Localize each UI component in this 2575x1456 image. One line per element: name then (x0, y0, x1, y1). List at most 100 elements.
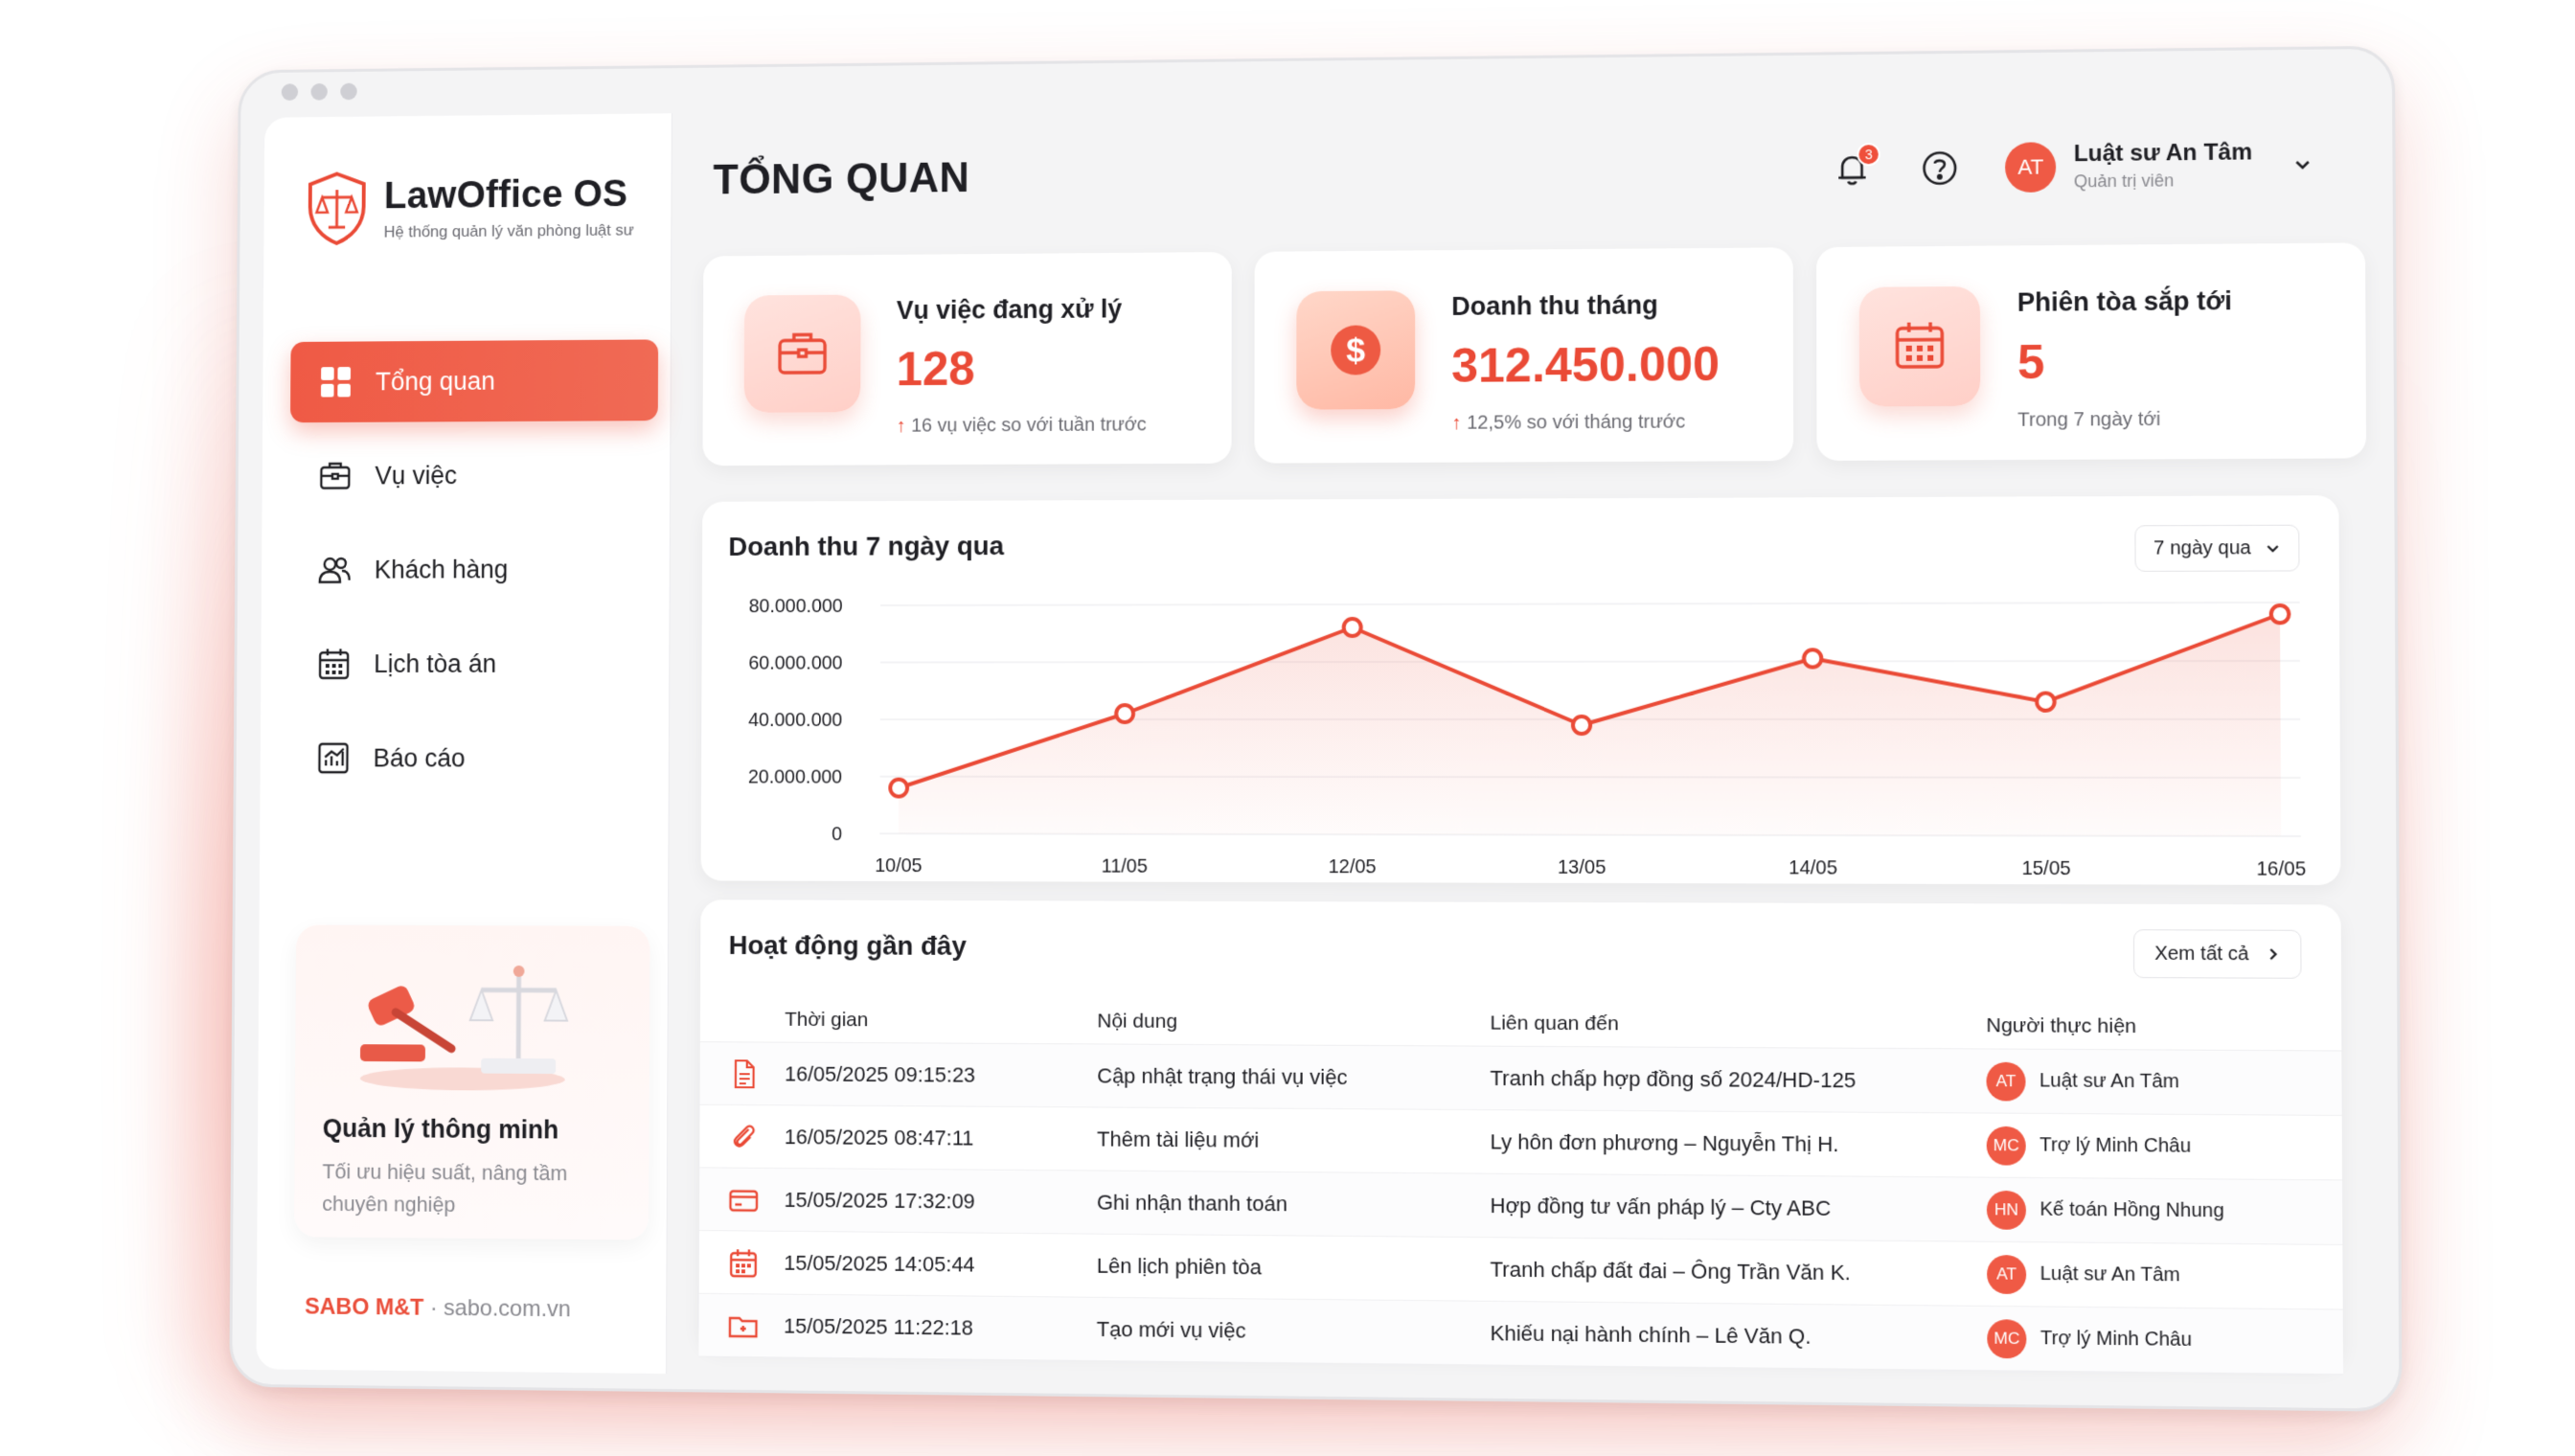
chart-title: Doanh thu 7 ngày qua (728, 531, 1004, 562)
brand[interactable]: LawOffice OS Hệ thống quản lý văn phòng … (307, 169, 634, 246)
avatar: AT (2005, 142, 2056, 193)
promo-card: Quản lý thông minh Tối ưu hiệu suất, nân… (294, 925, 649, 1240)
range-select[interactable]: 7 ngày qua (2134, 525, 2299, 572)
sidebar-item-label: Khách hàng (375, 555, 509, 584)
revenue-point-12/05 (1344, 619, 1361, 636)
chart-gridline (880, 603, 2300, 605)
stat-note-text: Trong 7 ngày tới (2017, 409, 2160, 431)
row-user: AT Luật sư An Tâm (1987, 1254, 2180, 1295)
app-window: LawOffice OS Hệ thống quản lý văn phòng … (229, 46, 2402, 1412)
sidebar-item-bao-cao[interactable]: Báo cáo (287, 717, 656, 799)
promo-description: Tối ưu hiệu suất, nâng tầm chuyên nghiệp (322, 1155, 621, 1222)
x-tick-label: 12/05 (1329, 856, 1377, 877)
stat-card-revenue[interactable]: $ Doanh thu tháng 312.450.000 ↑ 12,5% so … (1254, 247, 1793, 463)
row-related[interactable]: Khiếu nại hành chính – Lê Văn Q. (1491, 1321, 1812, 1350)
stat-note-text: 12,5% so với tháng trước (1467, 411, 1685, 433)
row-user: MC Trợ lý Minh Châu (1987, 1126, 2192, 1166)
column-header-content[interactable]: Nội dung (1097, 1010, 1177, 1033)
notification-badge: 3 (1857, 143, 1880, 166)
column-header-time[interactable]: Thời gian (785, 1009, 868, 1032)
row-content: Ghi nhận thanh toán (1097, 1190, 1288, 1217)
topbar: 3 AT Luật sư An Tâm Quản trị viên (1830, 139, 2313, 194)
revenue-point-11/05 (1116, 705, 1133, 722)
footer-brand[interactable]: SABO M&T · sabo.com.vn (305, 1294, 571, 1324)
row-user-name: Luật sư An Tâm (2040, 1263, 2180, 1287)
stat-value: 5 (2017, 334, 2045, 391)
sidebar-item-lich-toa-an[interactable]: Lịch tòa án (288, 623, 657, 704)
footer-site: sabo.com.vn (444, 1295, 571, 1322)
column-header-user[interactable]: Người thực hiện (1986, 1014, 2136, 1038)
help-button[interactable] (1918, 146, 1963, 191)
user-menu[interactable]: AT Luật sư An Tâm Quản trị viên (2005, 139, 2313, 193)
folder-icon (727, 1308, 760, 1341)
stat-value: 312.450.000 (1451, 336, 1720, 394)
row-content: Thêm tài liệu mới (1097, 1126, 1259, 1152)
row-content: Tạo mới vụ việc (1097, 1316, 1246, 1343)
row-user: HN Kế toán Hồng Nhung (1987, 1190, 2224, 1231)
x-tick-label: 15/05 (2021, 858, 2070, 880)
up-arrow-icon: ↑ (1451, 413, 1461, 434)
y-tick-label: 60.000.000 (748, 652, 842, 673)
user-role: Quản trị viên (2074, 171, 2253, 193)
dollar-icon: $ (1324, 318, 1387, 381)
stat-card-hearings[interactable]: Phiên tòa sắp tới 5 Trong 7 ngày tới (1816, 242, 2366, 461)
row-related[interactable]: Hợp đồng tư vấn pháp lý – Cty ABC (1490, 1193, 1831, 1220)
row-user: AT Luật sư An Tâm (1986, 1061, 2179, 1102)
chart-gridline (880, 661, 2300, 663)
paperclip-icon (728, 1120, 761, 1152)
sidebar-item-tong-quan[interactable]: Tổng quan (290, 339, 658, 422)
brand-tagline: Hệ thống quản lý văn phòng luật sư (384, 220, 634, 241)
sidebar-nav: Tổng quan Vụ việc Khách hàng (287, 339, 658, 812)
chevron-right-icon (2265, 946, 2281, 962)
row-user: MC Trợ lý Minh Châu (1987, 1319, 2192, 1360)
gavel-scales-illustration-icon (341, 953, 584, 1097)
stat-label: Doanh thu tháng (1451, 290, 1658, 322)
row-related[interactable]: Tranh chấp đất đai – Ông Trần Văn K. (1490, 1257, 1850, 1285)
footer-company: SABO M&T (305, 1294, 423, 1321)
chevron-down-icon (2291, 153, 2313, 174)
window-controls (282, 83, 357, 101)
sidebar-item-vu-viec[interactable]: Vụ việc (289, 434, 657, 516)
table-row[interactable]: 16/05/2025 09:15:23 Cập nhật trạng thái … (700, 1042, 2342, 1116)
column-header-related[interactable]: Liên quan đến (1490, 1012, 1618, 1035)
notifications-button[interactable]: 3 (1830, 147, 1875, 192)
row-content: Lên lịch phiên tòa (1097, 1253, 1262, 1280)
users-icon (317, 552, 353, 587)
row-content: Cập nhật trạng thái vụ việc (1097, 1063, 1347, 1090)
row-user-name: Trợ lý Minh Châu (2040, 1328, 2192, 1352)
row-related[interactable]: Tranh chấp hợp đồng số 2024/HD-125 (1490, 1065, 1856, 1093)
row-related[interactable]: Ly hôn đơn phương – Nguyễn Thị H. (1490, 1129, 1838, 1157)
stat-icon-wrapper: $ (1296, 290, 1415, 409)
y-tick-label: 20.000.000 (748, 766, 842, 787)
window-dot-maximize[interactable] (340, 83, 356, 101)
user-name: Luật sư An Tâm (2074, 139, 2253, 168)
stat-cards: Vụ việc đang xử lý 128 ↑ 16 vụ việc so vớ… (702, 242, 2366, 466)
promo-title: Quản lý thông minh (323, 1114, 559, 1145)
calendar-icon (316, 646, 352, 681)
briefcase-icon (317, 458, 353, 493)
y-tick-label: 80.000.000 (749, 596, 843, 617)
stat-label: Phiên tòa sắp tới (2017, 286, 2232, 318)
recent-activity-card: Hoạt động gần đây Xem tất cả Thời gian N… (698, 899, 2343, 1365)
revenue-chart-card: 0 20.000.000 40.000.000 60.000.000 80.000.00… (701, 495, 2341, 885)
up-arrow-icon: ↑ (896, 416, 905, 437)
window-dot-minimize[interactable] (310, 83, 327, 101)
stat-label: Vụ việc đang xử lý (897, 295, 1122, 326)
sidebar-item-label: Tổng quan (376, 367, 495, 397)
revenue-point-16/05 (2271, 605, 2290, 623)
row-time: 15/05/2025 17:32:09 (784, 1187, 974, 1214)
window-dot-close[interactable] (282, 83, 298, 101)
footer-separator: · (430, 1295, 438, 1321)
grid-icon (318, 364, 353, 399)
stat-note: ↑ 16 vụ việc so với tuần trước (896, 414, 1146, 437)
row-time: 15/05/2025 11:22:18 (784, 1313, 973, 1340)
scales-shield-logo-icon (307, 171, 368, 246)
avatar: AT (1987, 1254, 2026, 1293)
chart-icon (316, 740, 352, 776)
see-all-button[interactable]: Xem tất cả (2133, 929, 2301, 979)
row-time: 16/05/2025 08:47:11 (785, 1125, 974, 1150)
stat-card-cases[interactable]: Vụ việc đang xử lý 128 ↑ 16 vụ việc so vớ… (702, 252, 1231, 466)
sidebar-item-khach-hang[interactable]: Khách hàng (289, 529, 658, 611)
calendar-icon (1887, 314, 1951, 378)
row-time: 15/05/2025 14:05:44 (784, 1250, 974, 1277)
